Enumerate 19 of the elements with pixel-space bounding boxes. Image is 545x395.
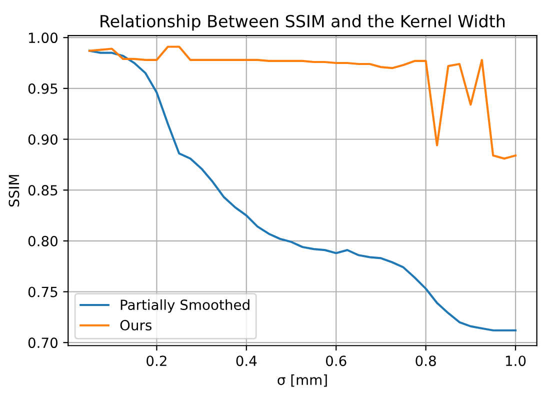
y-axis-title: SSIM [8, 175, 20, 207]
legend-label: Partially Smoothed [120, 299, 250, 313]
y-tick-label: 0.90 [28, 134, 58, 145]
x-tick-label: 0.2 [146, 356, 166, 366]
y-tick-label: 1.00 [29, 32, 58, 44]
line-series [88, 46, 517, 160]
line-series [88, 50, 517, 332]
y-tick-label: 0.75 [28, 286, 58, 298]
y-tick-label: 0.85 [28, 185, 58, 196]
x-axis-title: σ [mm] [278, 374, 327, 387]
y-tick-label: 0.95 [28, 83, 58, 94]
y-tick-label: 0.70 [28, 338, 58, 348]
x-tick-label: 0.4 [236, 356, 257, 366]
chart-title: Relationship Between SSIM and the Kernel Width [100, 14, 505, 31]
legend-label: Ours [120, 320, 152, 330]
x-tick-label: 0.8 [416, 356, 436, 366]
y-tick-label: 0.80 [28, 236, 58, 246]
x-tick-label: 0.6 [326, 356, 346, 366]
x-tick-label: 1.0 [506, 356, 526, 366]
